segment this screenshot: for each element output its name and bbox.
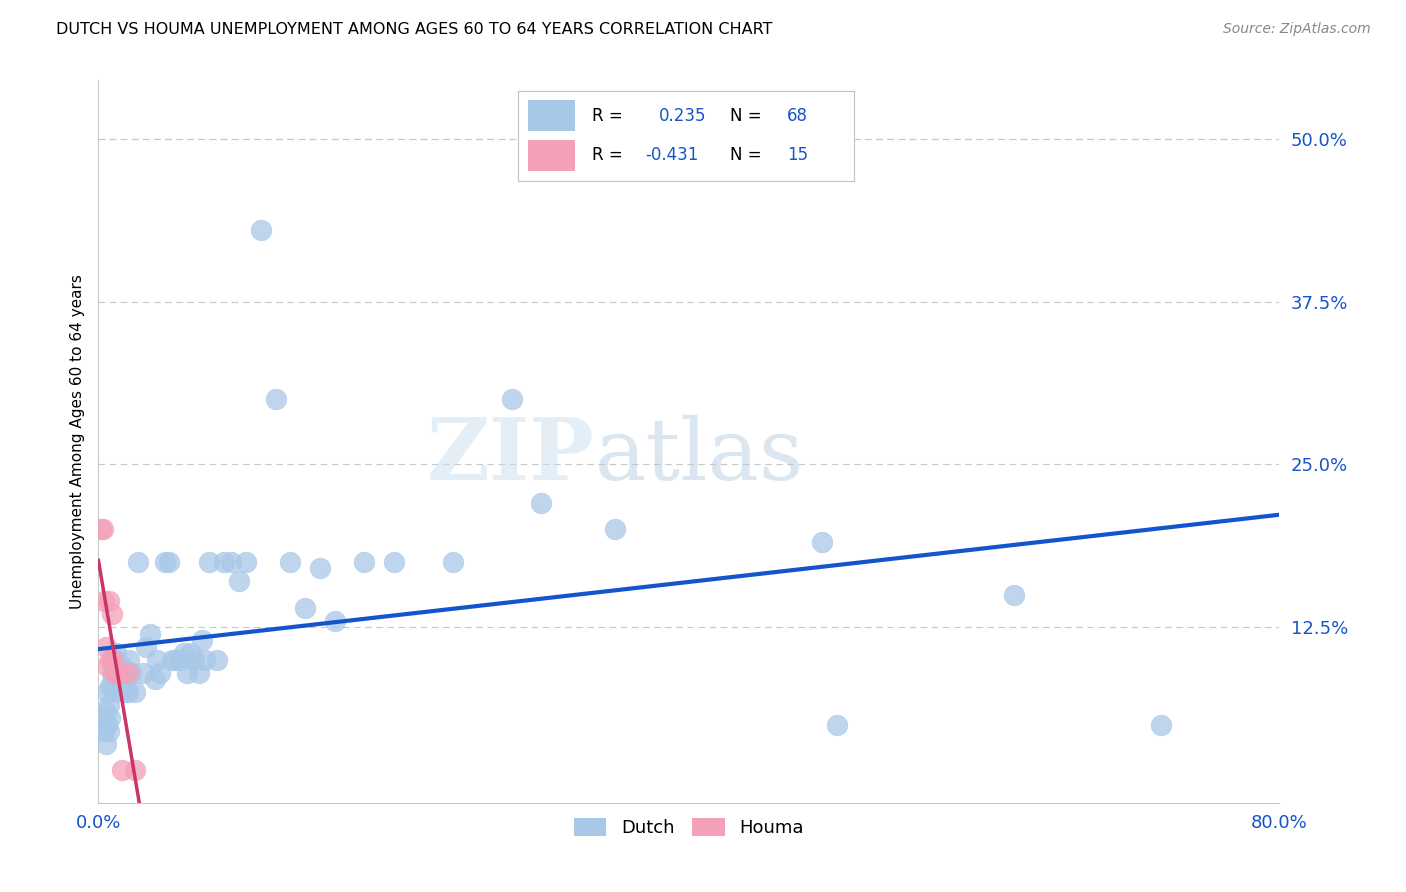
Point (94, 737, 117, 751)
Point (187, 665, 209, 680)
Point (108, 665, 131, 680)
Point (98, 711, 121, 725)
Point (112, 665, 135, 680)
Point (115, 672, 138, 686)
Text: DUTCH VS HOUMA UNEMPLOYMENT AMONG AGES 60 TO 64 YEARS CORRELATION CHART: DUTCH VS HOUMA UNEMPLOYMENT AMONG AGES 6… (56, 22, 773, 37)
Point (104, 652, 127, 666)
Point (176, 665, 198, 680)
Point (173, 646, 195, 660)
Text: atlas: atlas (595, 415, 804, 498)
Point (191, 633, 214, 648)
Point (91, 711, 114, 725)
Point (105, 646, 128, 660)
Point (100, 665, 122, 680)
Point (169, 652, 191, 666)
Point (157, 555, 180, 569)
Point (235, 555, 257, 569)
Point (382, 555, 405, 569)
Point (501, 392, 523, 407)
Point (97, 698, 120, 713)
Point (93, 724, 115, 739)
Point (118, 652, 141, 666)
Point (103, 652, 125, 666)
Point (280, 555, 302, 569)
Point (94, 640, 117, 654)
Point (323, 614, 346, 628)
Point (93, 594, 115, 608)
Point (143, 672, 166, 686)
Point (165, 652, 187, 666)
Point (91, 523, 114, 537)
Y-axis label: Unemployment Among Ages 60 to 64 years: Unemployment Among Ages 60 to 64 years (69, 274, 84, 609)
Point (90, 523, 112, 537)
Point (135, 640, 157, 654)
Text: Source: ZipAtlas.com: Source: ZipAtlas.com (1223, 22, 1371, 37)
Point (441, 555, 464, 569)
Point (294, 600, 316, 615)
Point (146, 652, 169, 666)
Point (183, 652, 205, 666)
Point (228, 574, 250, 589)
Point (194, 652, 217, 666)
Point (1150, 717, 1173, 731)
Point (103, 652, 125, 666)
Point (198, 555, 221, 569)
Point (105, 665, 128, 680)
Point (124, 764, 146, 778)
Point (212, 555, 235, 569)
Point (153, 555, 176, 569)
Point (98, 679, 121, 693)
Point (110, 679, 132, 693)
Point (96, 685, 118, 699)
Point (810, 535, 832, 549)
Point (108, 665, 131, 680)
Point (111, 659, 134, 673)
Point (117, 665, 139, 680)
Point (132, 665, 155, 680)
Point (111, 764, 134, 778)
Point (124, 685, 146, 699)
Point (117, 685, 139, 699)
Point (96, 659, 118, 673)
Text: ZIP: ZIP (426, 414, 595, 498)
Point (104, 665, 127, 680)
Point (96, 717, 118, 731)
Point (264, 392, 287, 407)
Point (104, 685, 127, 699)
Point (530, 496, 553, 510)
Point (98, 652, 121, 666)
Point (107, 659, 129, 673)
Point (250, 223, 273, 237)
Point (94, 705, 117, 719)
Point (221, 555, 243, 569)
Point (1002, 587, 1025, 601)
Point (139, 626, 162, 640)
Point (205, 652, 228, 666)
Point (127, 555, 149, 569)
Point (97, 594, 120, 608)
Point (353, 555, 375, 569)
Point (103, 672, 125, 686)
Point (100, 607, 122, 621)
Point (180, 646, 202, 660)
Point (97, 724, 120, 739)
Point (120, 665, 142, 680)
Point (149, 665, 172, 680)
Point (605, 523, 627, 537)
Point (825, 717, 848, 731)
Legend: Dutch, Houma: Dutch, Houma (567, 811, 811, 845)
Point (162, 652, 183, 666)
Point (114, 685, 136, 699)
Point (309, 561, 332, 575)
